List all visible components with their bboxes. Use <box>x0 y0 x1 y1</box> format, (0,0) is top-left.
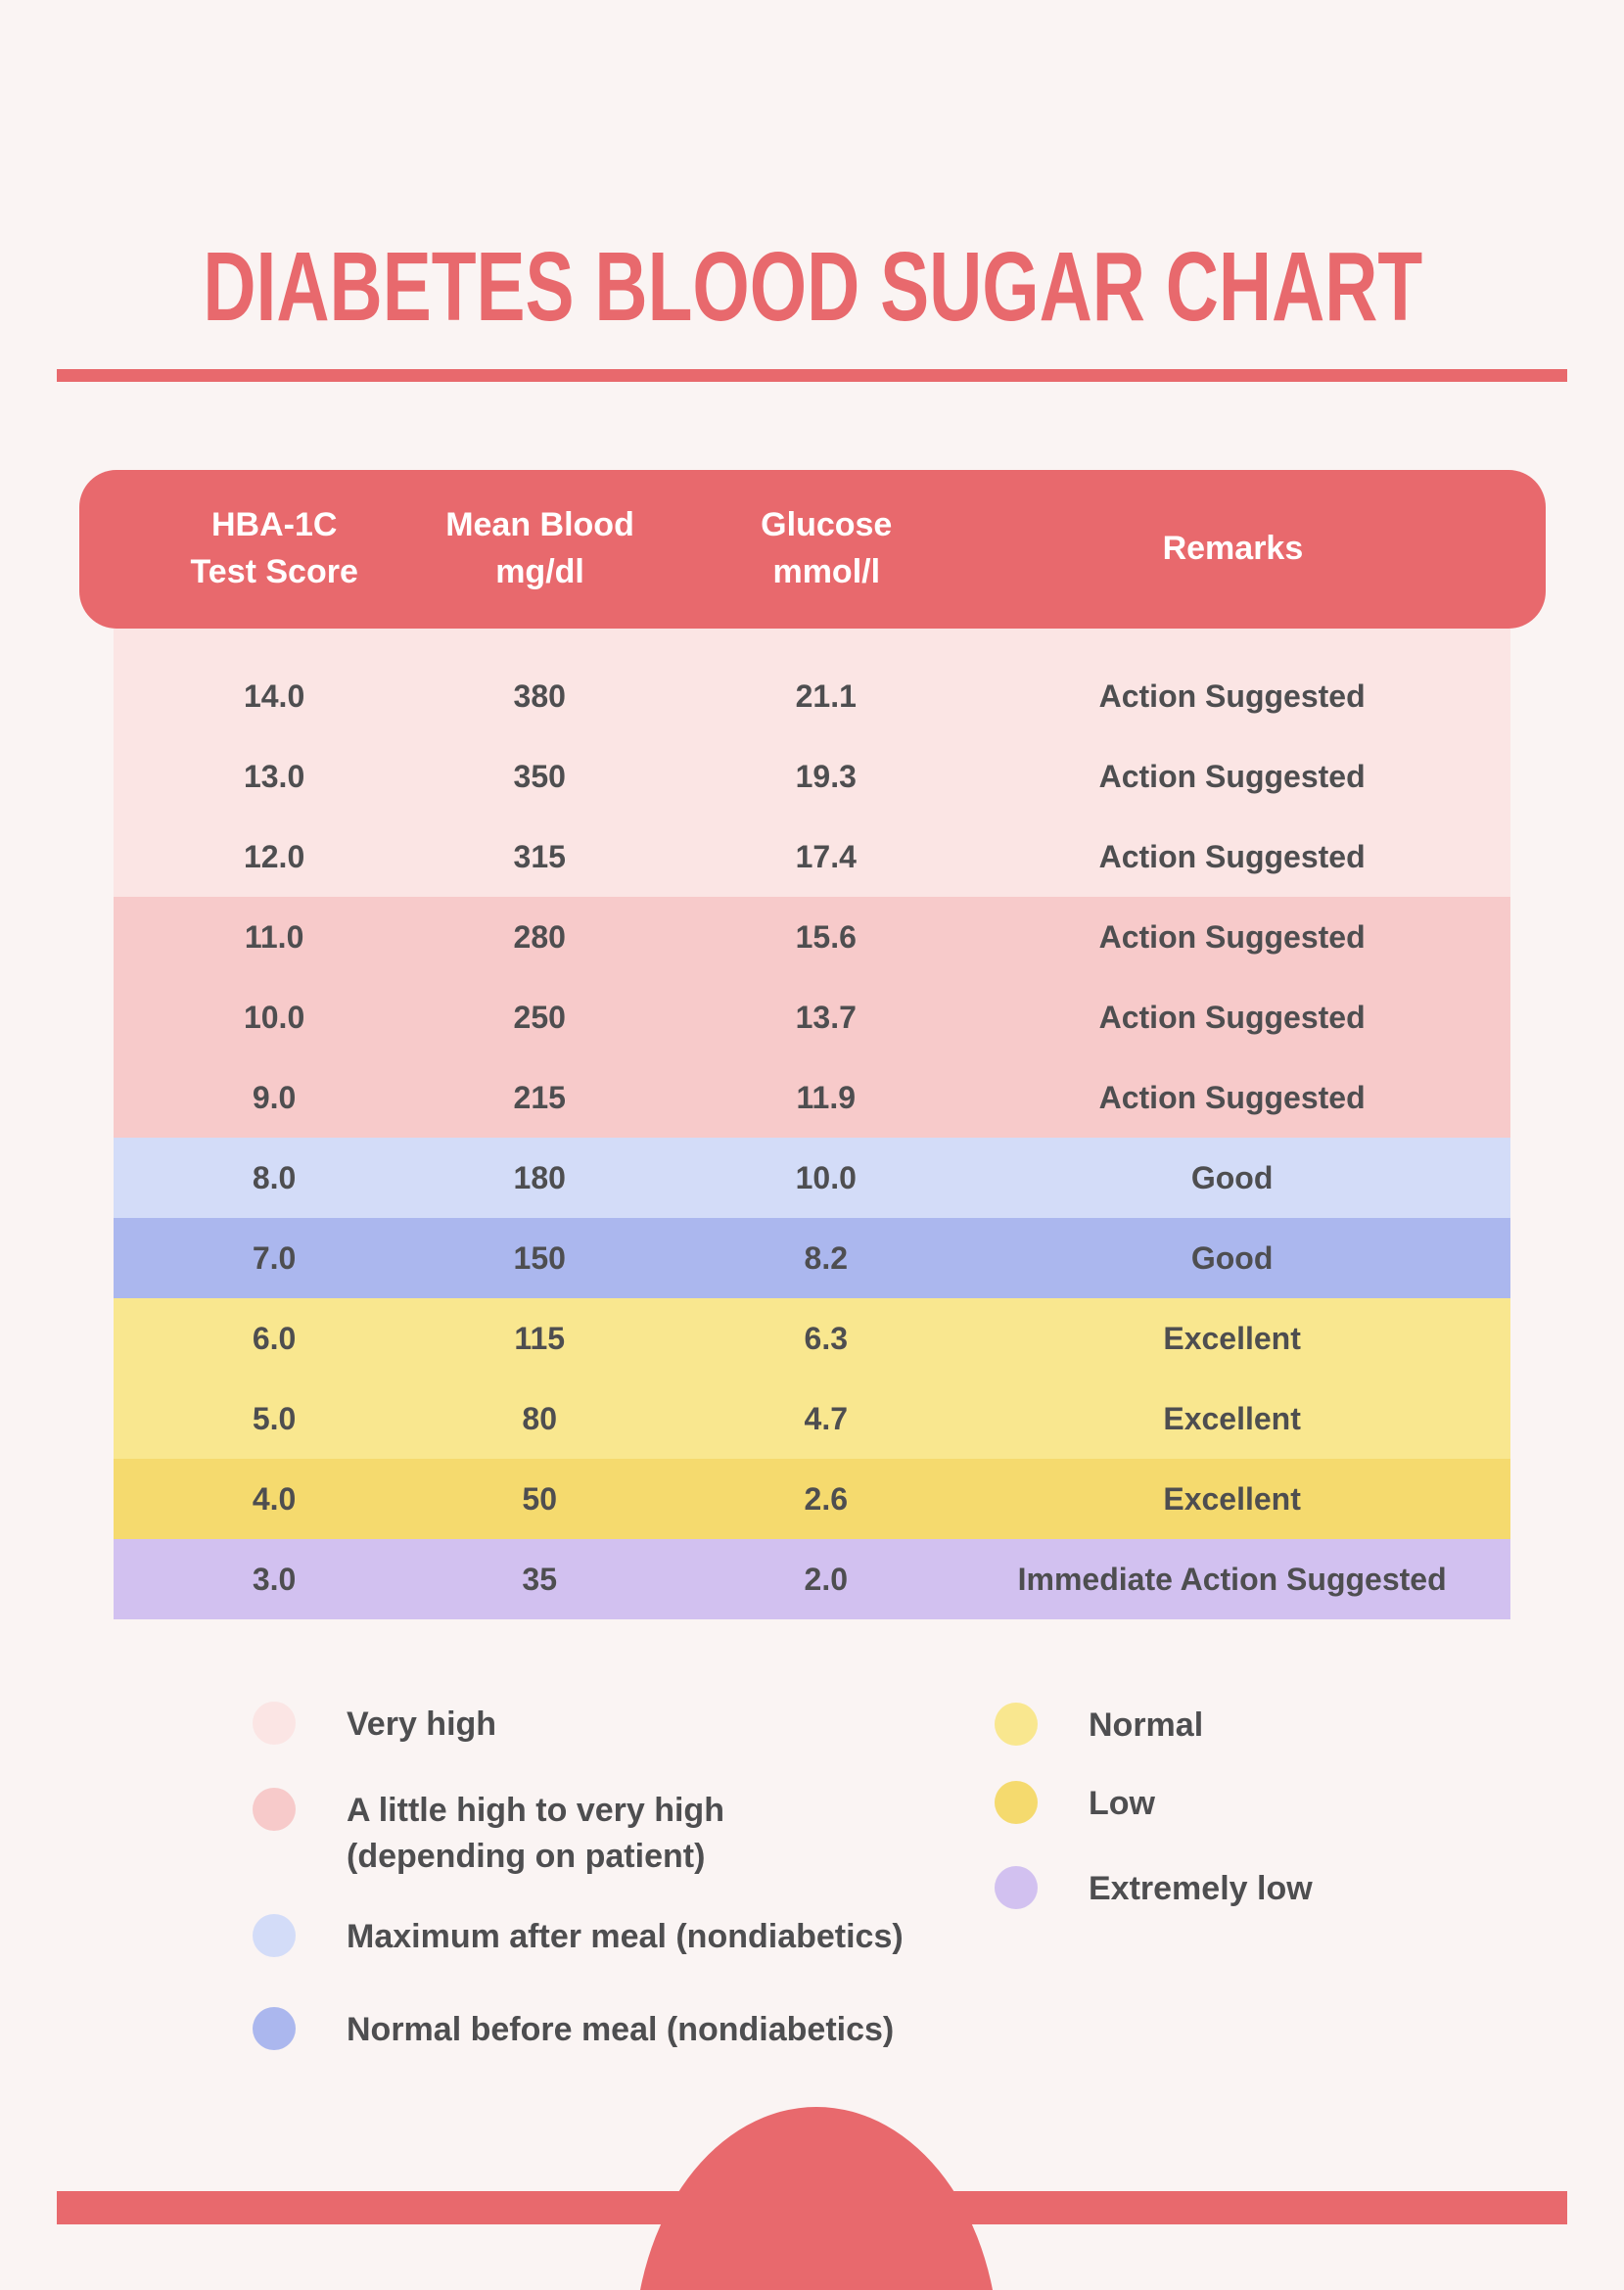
cell-hba1c: 12.0 <box>243 838 305 874</box>
table-body: 14.0 380 21.1 Action Suggested 13.0 350 … <box>114 629 1510 1619</box>
table-row: 8.0 180 10.0 Good <box>114 1138 1510 1218</box>
legend-label: Extremely low <box>1089 1870 1313 1907</box>
legend-label: Normal <box>1089 1706 1204 1744</box>
cell-mmol-l: 19.3 <box>795 758 857 794</box>
cell-remarks: Excellent <box>1163 1320 1301 1356</box>
legend-label: A little high to very high (depending on… <box>347 1792 724 1875</box>
legend-dot-extremely-low <box>995 1866 1038 1909</box>
cell-mg-dl: 250 <box>513 999 566 1035</box>
column-header-glucose: Glucose mmol/l <box>761 506 893 590</box>
cell-hba1c: 13.0 <box>243 758 305 794</box>
table-row: 14.0 380 21.1 Action Suggested <box>114 629 1510 736</box>
cell-remarks: Immediate Action Suggested <box>1017 1561 1447 1597</box>
legend-dot-low <box>995 1781 1038 1824</box>
bottom-bar-decoration <box>57 2191 1567 2224</box>
cell-hba1c: 7.0 <box>252 1239 297 1276</box>
legend-dot-very-high <box>253 1702 296 1745</box>
cell-remarks: Good <box>1190 1239 1274 1276</box>
legend-label: Maximum after meal (nondiabetics) <box>347 1918 904 1955</box>
cell-mmol-l: 2.6 <box>804 1480 848 1517</box>
table-row: 4.0 50 2.6 Excellent <box>114 1459 1510 1539</box>
title-underline <box>57 369 1567 382</box>
cell-mmol-l: 10.0 <box>795 1159 857 1195</box>
cell-remarks: Excellent <box>1163 1400 1301 1436</box>
legend-dot-max-after-meal <box>253 1914 296 1957</box>
cell-mmol-l: 8.2 <box>804 1239 848 1276</box>
cell-mg-dl: 180 <box>513 1159 566 1195</box>
cell-mmol-l: 13.7 <box>795 999 857 1035</box>
cell-remarks: Excellent <box>1163 1480 1301 1517</box>
cell-remarks: Action Suggested <box>1098 918 1366 955</box>
cell-mmol-l: 11.9 <box>796 1079 857 1115</box>
cell-hba1c: 11.0 <box>244 918 304 955</box>
table-row: 7.0 150 8.2 Good <box>114 1218 1510 1298</box>
cell-mg-dl: 280 <box>513 918 566 955</box>
legend-item-max-after-meal: Maximum after meal (nondiabetics) <box>253 1914 904 1960</box>
cell-hba1c: 10.0 <box>243 999 305 1035</box>
table-row: 12.0 315 17.4 Action Suggested <box>114 817 1510 897</box>
cell-mmol-l: 4.7 <box>804 1400 848 1436</box>
table-row: 9.0 215 11.9 Action Suggested <box>114 1057 1510 1138</box>
cell-remarks: Action Suggested <box>1098 678 1366 714</box>
cell-mmol-l: 15.6 <box>795 918 857 955</box>
cell-hba1c: 9.0 <box>252 1079 297 1115</box>
column-header-hba1c: HBA-1C Test Score <box>190 506 358 590</box>
legend-label: Very high <box>347 1706 497 1743</box>
legend-item-extremely-low: Extremely low <box>995 1866 1313 1912</box>
column-header-mean-blood: Mean Blood mg/dl <box>445 506 634 590</box>
column-header-remarks: Remarks <box>1162 530 1304 568</box>
cell-hba1c: 3.0 <box>252 1561 297 1597</box>
cell-hba1c: 5.0 <box>252 1400 297 1436</box>
cell-mg-dl: 80 <box>522 1400 558 1436</box>
cell-mg-dl: 150 <box>513 1239 566 1276</box>
cell-mg-dl: 215 <box>513 1079 566 1115</box>
legend-item-little-high: A little high to very high (depending on… <box>253 1788 724 1880</box>
cell-mg-dl: 380 <box>513 678 566 714</box>
legend-label: Low <box>1089 1785 1155 1822</box>
legend-dot-normal <box>995 1703 1038 1746</box>
cell-mg-dl: 115 <box>514 1320 566 1356</box>
cell-mmol-l: 6.3 <box>804 1320 848 1356</box>
legend-item-low: Low <box>995 1781 1155 1827</box>
cell-mg-dl: 315 <box>513 838 566 874</box>
table-header: HBA-1C Test Score Mean Blood mg/dl Gluco… <box>79 470 1546 629</box>
cell-mg-dl: 35 <box>522 1561 558 1597</box>
legend-dot-normal-before-meal <box>253 2007 296 2050</box>
cell-remarks: Action Suggested <box>1098 758 1366 794</box>
table-row: 3.0 35 2.0 Immediate Action Suggested <box>114 1539 1510 1619</box>
cell-hba1c: 14.0 <box>243 678 305 714</box>
cell-mmol-l: 21.1 <box>795 678 857 714</box>
table-row: 13.0 350 19.3 Action Suggested <box>114 736 1510 817</box>
legend-item-normal-before-meal: Normal before meal (nondiabetics) <box>253 2007 894 2053</box>
table-row: 6.0 115 6.3 Excellent <box>114 1298 1510 1379</box>
legend-dot-little-high <box>253 1788 296 1831</box>
cell-mg-dl: 50 <box>522 1480 558 1517</box>
legend-item-normal: Normal <box>995 1703 1203 1749</box>
cell-mmol-l: 17.4 <box>795 838 857 874</box>
legend-label: Normal before meal (nondiabetics) <box>347 2011 895 2048</box>
cell-hba1c: 4.0 <box>252 1480 297 1517</box>
table-row: 10.0 250 13.7 Action Suggested <box>114 977 1510 1057</box>
page-title: DIABETES BLOOD SUGAR CHART <box>203 232 1423 342</box>
table-row: 11.0 280 15.6 Action Suggested <box>114 897 1510 977</box>
cell-remarks: Good <box>1190 1159 1274 1195</box>
legend-item-very-high: Very high <box>253 1702 496 1748</box>
cell-remarks: Action Suggested <box>1098 999 1366 1035</box>
cell-remarks: Action Suggested <box>1098 838 1366 874</box>
cell-mg-dl: 350 <box>513 758 566 794</box>
cell-hba1c: 6.0 <box>252 1320 297 1356</box>
table-row: 5.0 80 4.7 Excellent <box>114 1379 1510 1459</box>
cell-remarks: Action Suggested <box>1098 1079 1366 1115</box>
cell-mmol-l: 2.0 <box>804 1561 848 1597</box>
cell-hba1c: 8.0 <box>252 1159 297 1195</box>
